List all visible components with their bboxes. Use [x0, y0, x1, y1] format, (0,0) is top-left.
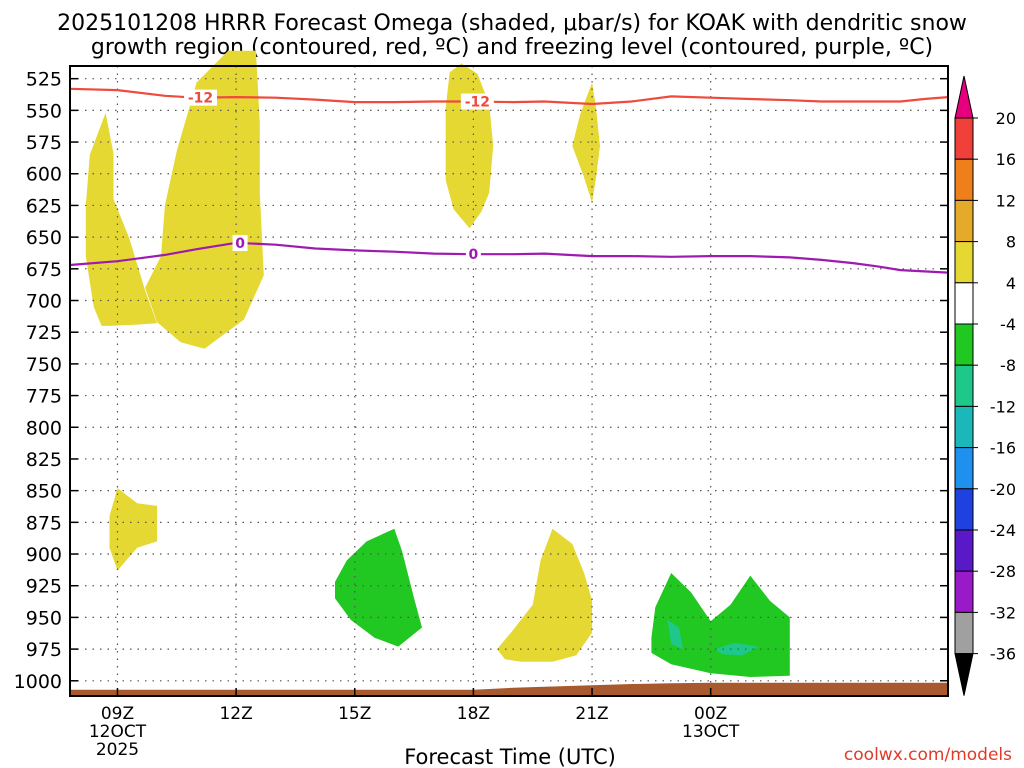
y-axis-ticks: 525 550 575 600 625 650 675 700 725 750 775 800 825 8… [14, 69, 948, 693]
omega-region-8 [651, 573, 790, 677]
chart-title-line2: growth region (contoured, red, ºC) and f… [91, 35, 933, 60]
y-tick-label-600: 600 [26, 164, 62, 186]
x-tick-label-09Z: 09Z [101, 704, 134, 724]
colorbar-label--24: -24 [990, 521, 1016, 540]
y-tick-label-875: 875 [26, 512, 62, 534]
contour-label-0-1: -12 [465, 95, 490, 111]
colorbar-label--12: -12 [990, 397, 1016, 416]
colorbar-box-1 [954, 117, 974, 160]
dotted-grid [70, 66, 948, 696]
y-tick-label-625: 625 [26, 195, 62, 217]
y-tick-label-700: 700 [26, 291, 62, 313]
colorbar-box-10 [954, 488, 974, 531]
y-tick-label-825: 825 [26, 449, 62, 471]
x-tick-label-00Z: 00Z [694, 704, 727, 724]
chart-title-line1: 2025101208 HRRR Forecast Omega (shaded, … [57, 11, 967, 36]
colorbar-box-4 [954, 241, 974, 284]
colorbar-box-5 [954, 282, 974, 325]
y-tick-label-775: 775 [26, 386, 62, 408]
omega-region-3 [445, 63, 494, 229]
omega-region-2 [145, 50, 264, 349]
colorbar-label-16: 16 [996, 150, 1016, 169]
omega-region-5 [109, 488, 157, 571]
omega-region-9 [667, 619, 683, 650]
colorbar-box-12 [954, 570, 974, 613]
colorbar-label--4: -4 [1000, 315, 1016, 334]
colorbar-box-7 [954, 364, 974, 407]
plot-frame [69, 65, 949, 697]
colorbar-box-8 [954, 405, 974, 449]
colorbar-label--32: -32 [990, 603, 1016, 622]
x-tick-label-21Z: 21Z [575, 704, 608, 724]
contour-label-0-0: -12 [188, 91, 213, 107]
x-tick-date-13OCT: 13OCT [682, 722, 740, 742]
omega-region-4 [572, 82, 600, 203]
y-tick-label-650: 650 [26, 227, 62, 249]
colorbar-label--16: -16 [990, 439, 1016, 458]
y-tick-label-900: 900 [26, 544, 62, 566]
colorbar-bottom-triangle [954, 653, 974, 696]
y-tick-label-675: 675 [26, 259, 62, 281]
contour-label-bg-0-0 [184, 89, 218, 106]
y-tick-label-975: 975 [26, 639, 62, 661]
y-tick-label-525: 525 [26, 69, 62, 91]
x-tick-label-15Z: 15Z [338, 704, 371, 724]
colorbar-box-11 [954, 529, 974, 572]
y-tick-label-725: 725 [26, 322, 62, 344]
y-tick-label-950: 950 [26, 607, 62, 629]
contour-layer: -12 -12 0 0 [69, 87, 949, 274]
y-tick-label-925: 925 [26, 576, 62, 598]
colorbar-top-triangle [954, 75, 974, 119]
colorbar-label--28: -28 [990, 562, 1016, 581]
y-tick-label-800: 800 [26, 417, 62, 439]
y-tick-label-550: 550 [26, 100, 62, 122]
x-tick-year-2025: 2025 [96, 740, 139, 760]
colorbar-label-12: 12 [996, 191, 1016, 210]
contour-label-bg-1-0 [232, 235, 248, 252]
colorbar-box-13 [954, 611, 974, 655]
x-tick-label-18Z: 18Z [457, 704, 490, 724]
ground-fill [70, 682, 948, 696]
contour-label-bg-0-1 [460, 93, 494, 110]
colorbar-box-9 [954, 447, 974, 490]
omega-region-6 [497, 528, 593, 662]
contour-label-bg-1-1 [465, 246, 481, 263]
x-tick-label-12Z: 12Z [219, 704, 252, 724]
colorbar: 20 16 12 8 4 -4 -8 -12 -16 -20 -24 -28 -32 -36 [954, 75, 1016, 696]
x-tick-date-12OCT: 12OCT [89, 722, 147, 742]
colorbar-label--8: -8 [1000, 356, 1016, 375]
colorbar-box-3 [954, 199, 974, 243]
y-tick-label-850: 850 [26, 481, 62, 503]
colorbar-label-8: 8 [1006, 233, 1016, 252]
ground-layer [70, 682, 948, 696]
dendritic-growth-contour [69, 87, 949, 106]
colorbar-label--20: -20 [990, 480, 1016, 499]
y-tick-label-750: 750 [26, 354, 62, 376]
contour-label-1-1: 0 [469, 247, 479, 263]
colorbar-label--36: -36 [990, 645, 1016, 664]
colorbar-box-2 [954, 158, 974, 201]
watermark: coolwx.com/models [844, 745, 1012, 765]
colorbar-label-20: 20 [996, 109, 1016, 128]
y-tick-label-1000: 1000 [14, 671, 62, 693]
contour-label-1-0: 0 [235, 236, 245, 252]
omega-region-1 [85, 112, 157, 326]
y-tick-label-575: 575 [26, 132, 62, 154]
omega-shading-layer [85, 50, 790, 677]
omega-region-7 [335, 528, 422, 647]
omega-region-10 [714, 642, 759, 656]
x-axis-label: Forecast Time (UTC) [404, 745, 616, 768]
colorbar-label-4: 4 [1006, 274, 1016, 293]
colorbar-box-6 [954, 323, 974, 366]
